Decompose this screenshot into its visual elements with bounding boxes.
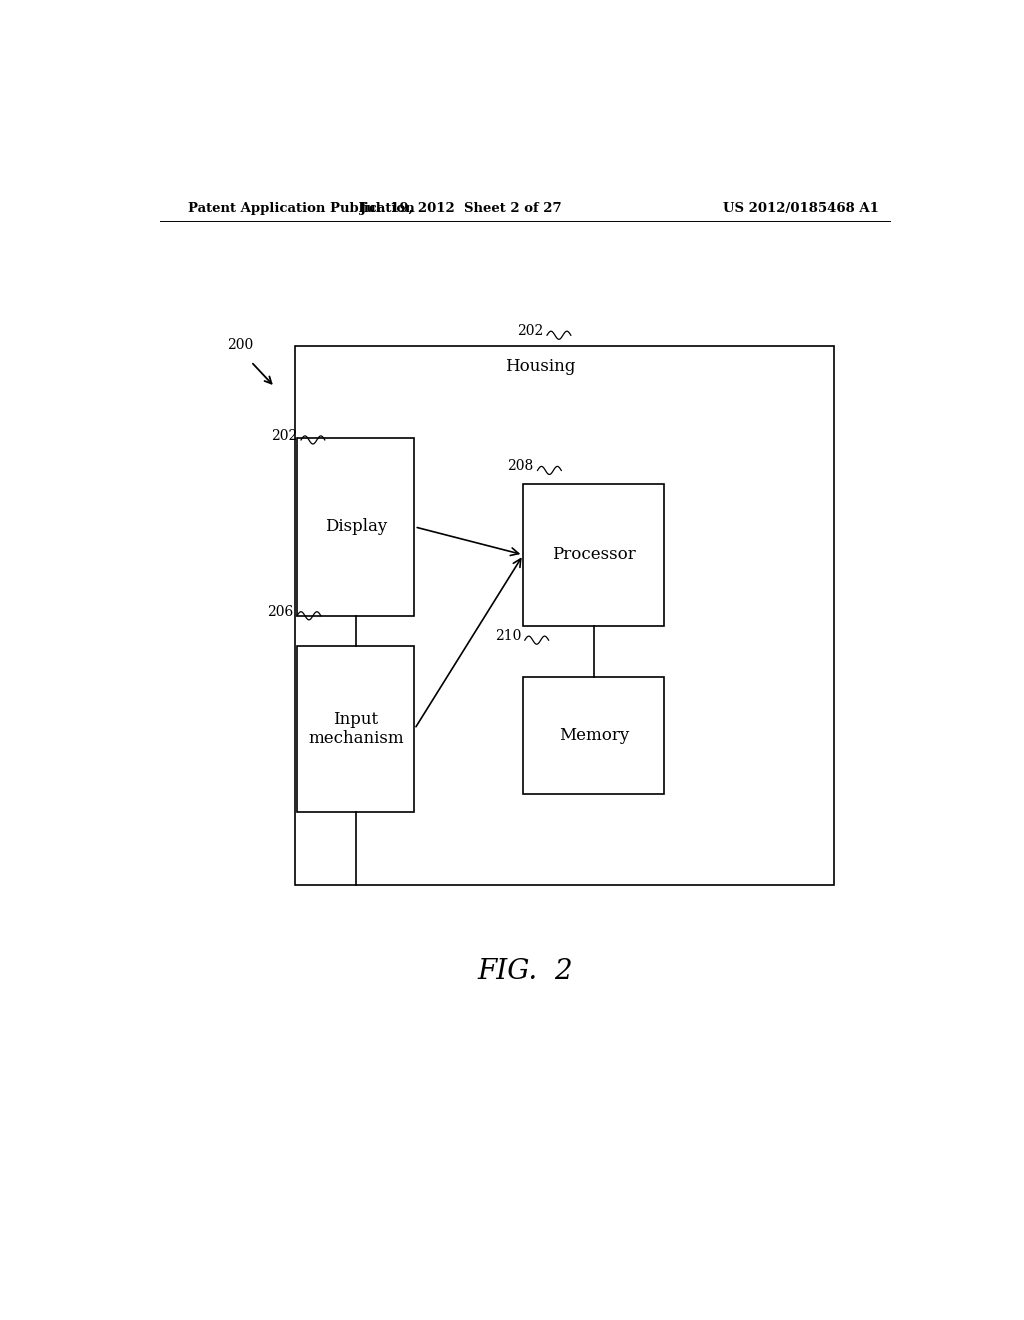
Bar xyxy=(523,483,665,626)
Text: Memory: Memory xyxy=(559,727,629,743)
Bar xyxy=(297,647,415,812)
Text: Processor: Processor xyxy=(552,546,636,564)
Text: 208: 208 xyxy=(507,459,534,474)
Text: 210: 210 xyxy=(495,630,521,643)
Text: 202: 202 xyxy=(517,325,543,338)
Text: 206: 206 xyxy=(267,605,293,619)
Text: 202: 202 xyxy=(270,429,297,444)
Text: Patent Application Publication: Patent Application Publication xyxy=(187,202,415,215)
Text: Jul. 19, 2012  Sheet 2 of 27: Jul. 19, 2012 Sheet 2 of 27 xyxy=(360,202,562,215)
Text: Display: Display xyxy=(325,519,387,536)
Text: US 2012/0185468 A1: US 2012/0185468 A1 xyxy=(723,202,879,215)
Text: 200: 200 xyxy=(227,338,254,351)
Text: Input
mechanism: Input mechanism xyxy=(308,710,403,747)
Bar xyxy=(523,677,665,793)
Text: Housing: Housing xyxy=(506,358,575,375)
Bar xyxy=(297,438,415,615)
Text: FIG.  2: FIG. 2 xyxy=(477,958,572,985)
Bar xyxy=(295,346,835,886)
